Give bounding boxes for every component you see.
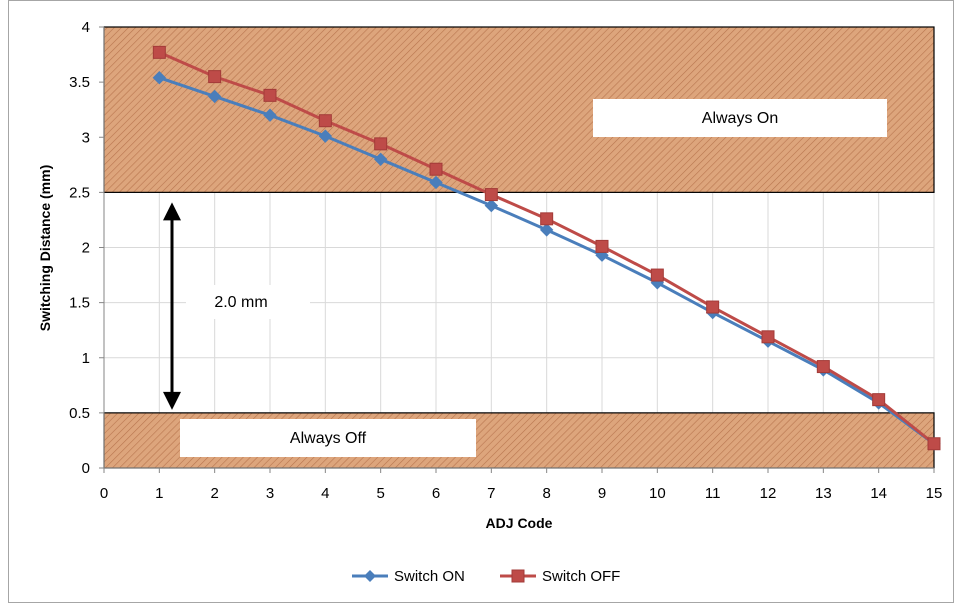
y-tick-label: 0 (82, 460, 90, 477)
y-tick-label: 2.5 (69, 184, 90, 201)
x-tick-label: 2 (210, 485, 218, 502)
y-axis-title: Switching Distance (mm) (37, 165, 53, 331)
gap-label: 2.0 mm (214, 294, 267, 311)
y-tick-label: 0.5 (69, 405, 90, 422)
gap-label-box (186, 285, 310, 319)
x-tick-label: 1 (155, 485, 163, 502)
switch-on-point (152, 71, 167, 85)
switch-on-point (429, 175, 443, 190)
legend-label: Switch ON (394, 568, 465, 585)
legend: Switch ON Switch OFF (352, 568, 620, 585)
x-axis-title: ADJ Code (486, 515, 553, 531)
legend-marker-diamond (364, 570, 376, 582)
switch-on-point (539, 223, 554, 237)
x-tick-label: 3 (266, 485, 274, 502)
switch-off-point (263, 88, 277, 102)
switch-on-point (484, 198, 499, 213)
y-tick-label: 3.5 (69, 74, 90, 91)
switch-off-point (816, 360, 830, 374)
x-tick-label: 6 (432, 485, 440, 502)
gap-arrow-head-up (163, 202, 181, 221)
switch-off-point (208, 70, 222, 84)
x-tick-label: 4 (321, 485, 329, 502)
annotations: 2.0 mm (163, 202, 310, 410)
bands: Always On Always Off (103, 26, 935, 469)
y-tick-label: 3 (82, 129, 90, 146)
legend-label: Switch OFF (542, 568, 620, 585)
y-tick-label: 1.5 (69, 295, 90, 312)
switch-off-point (429, 162, 443, 176)
series-layer (152, 45, 941, 451)
always-on-label: Always On (702, 110, 778, 127)
switch-off-point (650, 268, 664, 282)
x-tick-label: 0 (100, 485, 108, 502)
switch-off-point (152, 45, 166, 59)
switch-off-point (706, 300, 720, 314)
switch-on-point (373, 152, 388, 167)
x-tick-label: 11 (705, 485, 721, 502)
gap-arrow-head-down (163, 391, 181, 410)
switch-off-point (318, 114, 332, 128)
y-tick-label: 1 (82, 350, 90, 367)
always-off-label-box (180, 419, 476, 457)
switch-on-point (263, 108, 277, 122)
legend-marker-square (511, 569, 525, 583)
always-off-label: Always Off (290, 430, 367, 447)
switch-on-point (318, 129, 333, 143)
always-on-label-box (593, 99, 887, 137)
x-tick-label: 14 (870, 485, 887, 502)
switch-off-point (872, 393, 886, 407)
y-tick-label: 2 (82, 240, 90, 257)
switch-off-point (540, 212, 554, 226)
x-tick-label: 13 (815, 485, 832, 502)
switch-on-point (207, 89, 222, 104)
switch-off-point (927, 437, 941, 451)
switch-off-point (484, 188, 498, 202)
x-tick-label: 10 (649, 485, 666, 502)
x-tick-label: 9 (598, 485, 606, 502)
switch-off-point (374, 137, 388, 151)
x-tick-label: 15 (926, 485, 943, 502)
x-tick-label: 8 (542, 485, 550, 502)
switch-off-point (761, 330, 775, 344)
x-tick-label: 12 (760, 485, 777, 502)
y-tick-label: 4 (82, 19, 90, 36)
switch-off-point (595, 239, 609, 253)
x-tick-label: 5 (376, 485, 384, 502)
x-tick-label: 7 (487, 485, 495, 502)
